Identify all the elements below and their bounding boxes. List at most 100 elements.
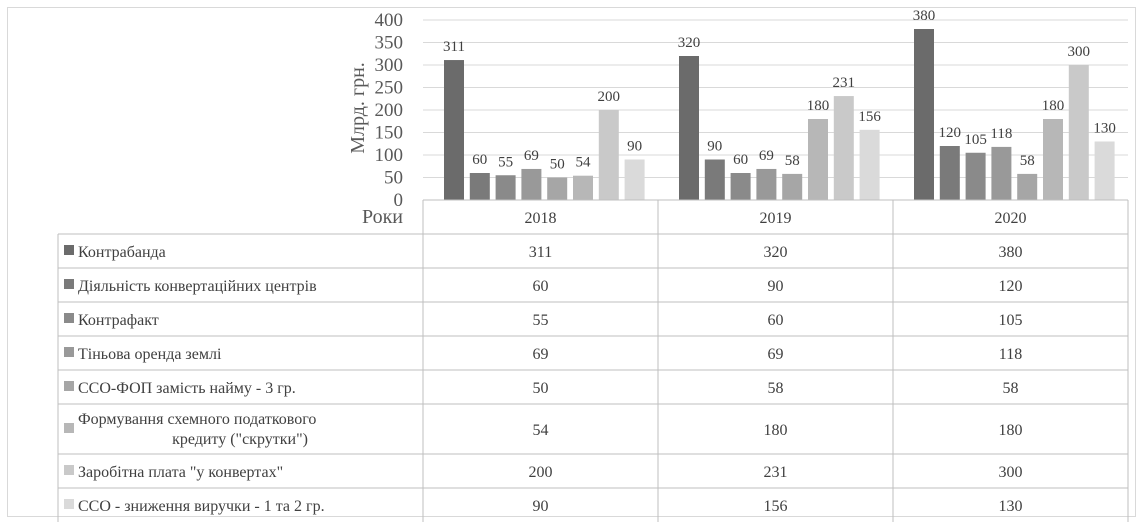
y-tick-label: 50 [384, 168, 403, 189]
data-label: 120 [939, 125, 962, 141]
bar [704, 159, 725, 200]
bar [573, 175, 593, 200]
category-label: 2018 [525, 210, 557, 227]
table-cell: 69 [533, 346, 549, 363]
table-cell: 55 [533, 312, 549, 329]
data-label: 320 [678, 35, 701, 51]
data-label: 58 [785, 153, 800, 169]
y-tick-label: 400 [375, 10, 404, 31]
series-label: Діяльність конвертаційних центрів [78, 278, 317, 295]
table-cell: 60 [533, 278, 549, 295]
data-label: 90 [627, 139, 642, 155]
table-cell: 118 [999, 346, 1022, 363]
data-label: 130 [1093, 121, 1116, 137]
y-tick-label: 0 [394, 190, 404, 211]
table-cell: 311 [529, 244, 552, 261]
legend-swatch [64, 313, 74, 323]
series-label-cont: кредиту ("скрутки") [172, 431, 308, 448]
legend-swatch [64, 499, 74, 509]
table-cell: 320 [764, 244, 788, 261]
table-cell: 54 [533, 422, 549, 439]
series-label: Заробітна плата "у конвертах" [78, 464, 283, 481]
table-cell: 130 [999, 498, 1023, 515]
legend-swatch [64, 279, 74, 289]
table-cell: 50 [533, 380, 549, 397]
table-cell: 300 [999, 464, 1023, 481]
data-label: 90 [707, 139, 722, 155]
data-label: 380 [913, 8, 936, 24]
legend-swatch [64, 347, 74, 357]
bar [730, 173, 751, 200]
bar [808, 119, 828, 200]
bar [521, 168, 542, 200]
table-cell: 60 [768, 312, 784, 329]
data-label: 200 [598, 89, 621, 105]
data-label: 60 [733, 152, 748, 168]
y-axis-title: Млрд. грн. [347, 62, 369, 154]
data-label: 69 [524, 148, 539, 164]
bar [756, 168, 777, 200]
bar [624, 159, 645, 200]
data-label: 50 [550, 157, 565, 173]
series-label: ССО - зниження виручки - 1 та 2 гр. [78, 498, 325, 515]
bar [782, 173, 803, 200]
data-label: 118 [990, 126, 1012, 142]
data-label: 311 [443, 39, 465, 55]
bar [547, 177, 568, 200]
legend-swatch [64, 423, 74, 433]
y-tick-label: 150 [375, 123, 404, 144]
y-tick-label: 350 [375, 33, 404, 54]
table-cell: 58 [768, 380, 784, 397]
bar [1043, 119, 1063, 200]
data-label: 231 [833, 75, 856, 91]
table-cell: 380 [999, 244, 1023, 261]
series-label: ССО-ФОП замість найму - 3 гр. [78, 380, 296, 397]
data-label: 180 [807, 98, 830, 114]
table-cell: 58 [1003, 380, 1019, 397]
data-label: 58 [1020, 153, 1035, 169]
data-label: 180 [1042, 98, 1065, 114]
bar [965, 152, 986, 200]
category-label: 2020 [995, 210, 1027, 227]
y-tick-label: 250 [375, 78, 404, 99]
bar [914, 29, 934, 200]
table-cell: 200 [529, 464, 553, 481]
bar [444, 60, 464, 200]
series-label: Тіньова оренда землі [78, 346, 222, 363]
table-cell: 90 [533, 498, 549, 515]
series-label: Контрабанда [78, 244, 166, 261]
bar [1068, 65, 1089, 200]
y-tick-label: 200 [375, 100, 404, 121]
bar [598, 110, 619, 200]
data-label: 54 [576, 155, 592, 171]
series-label: Контрафакт [78, 312, 159, 329]
table-cell: 180 [764, 422, 788, 439]
series-label: Формування схемного податкового [78, 411, 316, 428]
table-cell: 180 [999, 422, 1023, 439]
table-cell: 105 [999, 312, 1023, 329]
data-label: 300 [1068, 44, 1091, 60]
bar [991, 146, 1012, 200]
data-label: 105 [964, 132, 987, 148]
bar [469, 173, 490, 200]
table-cell: 69 [768, 346, 784, 363]
category-label: 2019 [760, 210, 792, 227]
data-label: 60 [472, 152, 487, 168]
table-cell: 90 [768, 278, 784, 295]
y-tick-label: 300 [375, 55, 404, 76]
y-tick-label: 100 [375, 145, 404, 166]
bar [1094, 141, 1115, 200]
legend-swatch [64, 245, 74, 255]
table-cell: 156 [764, 498, 788, 515]
legend-swatch [64, 381, 74, 391]
data-label: 156 [858, 109, 881, 125]
table-cell: 231 [764, 464, 788, 481]
bar [833, 96, 854, 200]
table-cell: 120 [999, 278, 1023, 295]
bar [859, 129, 880, 200]
legend-swatch [64, 465, 74, 475]
x-axis-title: Роки [362, 206, 403, 228]
bar [679, 56, 699, 200]
bar [939, 146, 960, 200]
